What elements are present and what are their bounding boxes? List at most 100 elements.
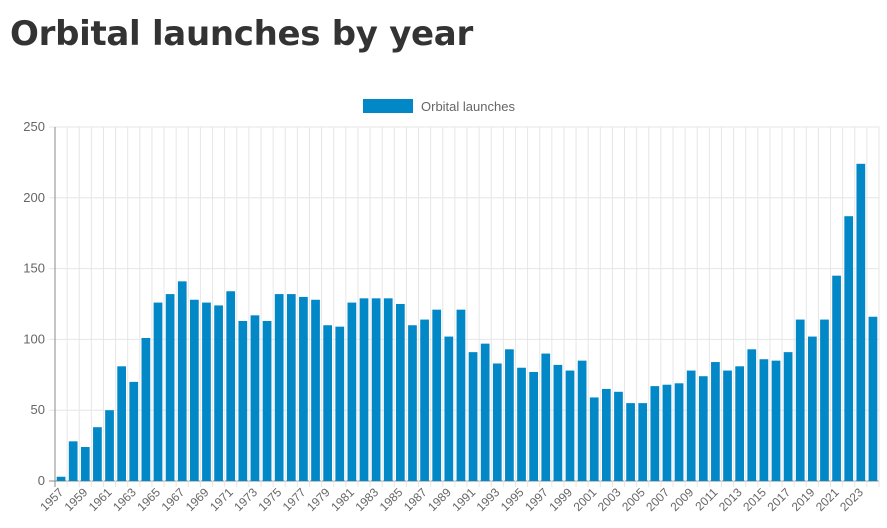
bar-1961[interactable] [105, 410, 114, 481]
x-tick-label: 1997 [522, 485, 551, 514]
bar-1998[interactable] [553, 364, 563, 481]
bar-1971[interactable] [226, 291, 236, 481]
bar-2005[interactable] [638, 403, 648, 481]
bar-1984[interactable] [383, 298, 393, 481]
bar-2019[interactable] [807, 336, 817, 481]
x-tick-label: 1971 [207, 485, 236, 514]
bar-2009[interactable] [686, 370, 696, 481]
bar-1960[interactable] [93, 427, 102, 481]
bar-1973[interactable] [250, 315, 260, 481]
x-tick-label: 2019 [789, 485, 818, 514]
bar-2006[interactable] [650, 386, 660, 481]
bar-2016[interactable] [771, 360, 781, 481]
x-tick-label: 1965 [134, 485, 163, 514]
bar-2010[interactable] [698, 376, 708, 481]
bar-1985[interactable] [395, 304, 405, 481]
bar-1995[interactable] [517, 367, 526, 481]
bar-1989[interactable] [444, 336, 454, 481]
bar-1958[interactable] [68, 441, 78, 481]
x-tick-label: 1961 [86, 485, 115, 514]
bar-1975[interactable] [274, 294, 284, 481]
bar-2003[interactable] [614, 391, 623, 481]
y-tick-label: 250 [23, 119, 45, 134]
y-tick-label: 150 [23, 261, 45, 276]
bar-1983[interactable] [371, 298, 381, 481]
bar-1981[interactable] [347, 302, 357, 481]
x-tick-label: 2001 [571, 485, 600, 514]
bar-1957[interactable] [56, 476, 66, 481]
bar-1970[interactable] [214, 305, 223, 481]
x-tick-label: 1957 [37, 485, 66, 514]
page-title: Orbital launches by year [10, 14, 473, 54]
bar-2018[interactable] [795, 319, 805, 481]
bar-1993[interactable] [492, 363, 502, 481]
bar-1982[interactable] [359, 298, 369, 481]
x-tick-label: 1975 [256, 485, 285, 514]
bar-2000[interactable] [577, 360, 587, 481]
x-tick-label: 1989 [425, 485, 454, 514]
x-tick-label: 1995 [498, 485, 527, 514]
x-tick-label: 1987 [401, 485, 430, 514]
bar-1979[interactable] [323, 325, 333, 481]
bar-1990[interactable] [456, 309, 466, 481]
bar-1991[interactable] [468, 352, 478, 481]
x-tick-label: 1973 [231, 485, 260, 514]
x-tick-label: 1969 [183, 485, 212, 514]
bar-1974[interactable] [262, 320, 272, 481]
bar-1966[interactable] [165, 294, 175, 481]
x-tick-label: 2007 [643, 485, 672, 514]
bar-1997[interactable] [541, 353, 551, 481]
bar-2021[interactable] [832, 275, 841, 481]
chart-bars [56, 163, 878, 482]
x-tick-label: 2009 [668, 485, 697, 514]
bar-1959[interactable] [80, 447, 90, 481]
bar-1962[interactable] [117, 366, 127, 481]
bar-2012[interactable] [723, 370, 732, 481]
bar-2013[interactable] [735, 366, 745, 481]
bar-1968[interactable] [189, 299, 199, 481]
bar-1992[interactable] [480, 343, 490, 481]
bar-1969[interactable] [202, 302, 211, 481]
chart-legend[interactable]: Orbital launches [363, 99, 515, 114]
bar-2001[interactable] [589, 397, 599, 481]
bar-1980[interactable] [335, 326, 345, 481]
bar-2022[interactable] [844, 216, 854, 481]
bar-2015[interactable] [759, 359, 769, 481]
y-tick-label: 200 [23, 190, 45, 205]
x-tick-label: 2023 [837, 485, 866, 514]
legend-label: Orbital launches [421, 99, 515, 114]
bar-2017[interactable] [783, 352, 793, 481]
x-tick-label: 1977 [280, 485, 309, 514]
bar-1986[interactable] [408, 325, 417, 481]
bar-2020[interactable] [820, 319, 829, 481]
bar-2024[interactable] [868, 316, 878, 481]
x-tick-label: 1979 [304, 485, 333, 514]
bar-1963[interactable] [129, 381, 139, 481]
x-tick-label: 1963 [110, 485, 139, 514]
x-tick-label: 2003 [595, 485, 624, 514]
bar-1976[interactable] [286, 294, 296, 481]
bar-1964[interactable] [141, 337, 151, 481]
bar-2007[interactable] [662, 384, 672, 481]
bar-2004[interactable] [626, 403, 635, 481]
bar-2008[interactable] [674, 383, 684, 481]
bar-1999[interactable] [565, 370, 575, 481]
bar-1987[interactable] [420, 319, 429, 481]
y-tick-label: 0 [38, 473, 45, 488]
bar-1988[interactable] [432, 309, 442, 481]
bar-1994[interactable] [505, 349, 514, 481]
x-tick-label: 2011 [692, 485, 720, 513]
bar-1965[interactable] [153, 302, 163, 481]
bar-2014[interactable] [747, 349, 757, 481]
bar-1996[interactable] [529, 371, 539, 481]
bar-2011[interactable] [711, 362, 720, 481]
bar-1978[interactable] [311, 299, 320, 481]
bar-2023[interactable] [856, 163, 866, 482]
bar-2002[interactable] [601, 388, 611, 481]
bar-1967[interactable] [177, 281, 187, 481]
legend-swatch [363, 99, 413, 113]
x-tick-label: 1985 [377, 485, 406, 514]
bar-1977[interactable] [299, 296, 308, 481]
bar-1972[interactable] [238, 320, 248, 481]
